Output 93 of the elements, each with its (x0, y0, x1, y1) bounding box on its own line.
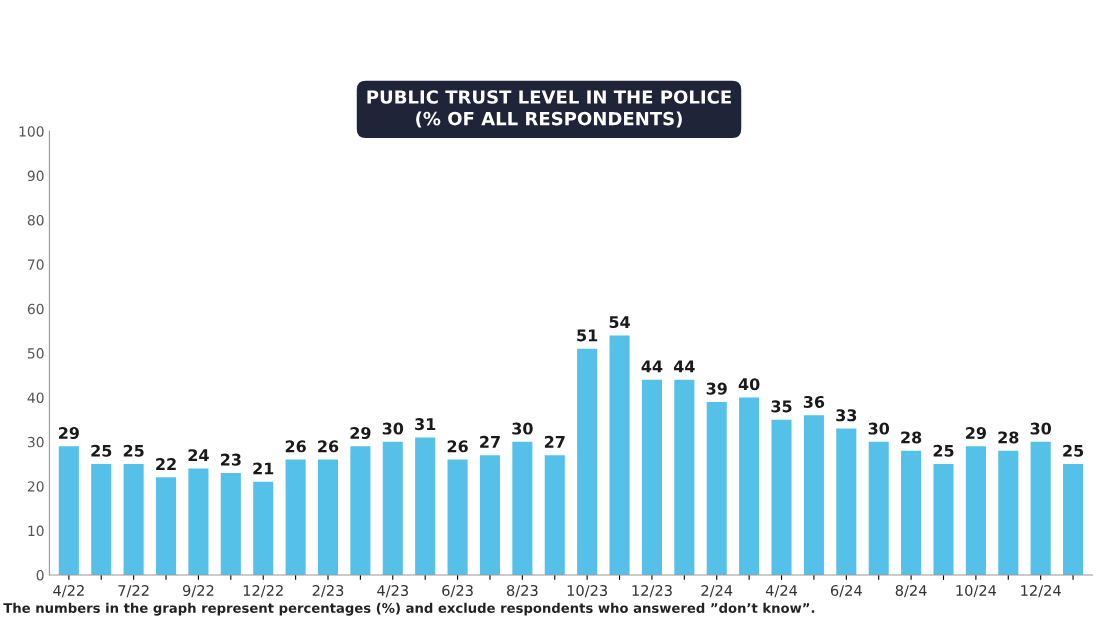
data-label: 25 (933, 444, 954, 457)
y-tick-label: 30 (27, 436, 44, 448)
text: The numbers in the graph represent percentages (%) and exclude respondents who answered ”don’t know”. (3, 602, 815, 616)
bar (544, 455, 565, 575)
x-tick-label: 4/24 (765, 584, 798, 598)
bar (803, 415, 824, 575)
data-label: 25 (123, 444, 144, 457)
data-label: 29 (350, 426, 371, 440)
data-label: 27 (544, 435, 565, 448)
bar (382, 441, 403, 575)
data-label: 25 (91, 444, 112, 457)
data-label: 29 (59, 426, 79, 440)
data-label: 23 (220, 453, 241, 466)
bar (1030, 441, 1051, 575)
x-tick-label: 12/22 (243, 584, 283, 598)
bar (415, 437, 436, 575)
x-tick-label: 12/24 (1021, 584, 1061, 598)
bar (220, 472, 241, 575)
bar (933, 464, 954, 575)
data-label: 27 (480, 435, 500, 448)
chart-title: PUBLIC TRUST LEVEL IN THE POLICE (% OF ALL RESPONDENTS) (367, 90, 731, 128)
bar (58, 446, 79, 575)
bar (674, 379, 695, 575)
x-tick-label: 9/22 (182, 584, 214, 598)
x-tick-label: 10/24 (956, 584, 997, 598)
bar (188, 468, 209, 575)
bar (512, 441, 533, 575)
bar (771, 419, 792, 575)
x-tick-label: 12/23 (632, 584, 672, 598)
bar (901, 450, 922, 575)
bar (123, 464, 144, 575)
data-label: 31 (415, 418, 436, 431)
data-label: 29 (966, 426, 986, 440)
bar (706, 401, 727, 575)
data-label: 28 (901, 431, 922, 444)
y-tick-label: 90 (27, 170, 44, 182)
x-tick-label: 10/23 (567, 584, 607, 598)
data-label: 26 (447, 440, 468, 453)
bar (447, 459, 468, 575)
y-tick-label: 50 (27, 348, 44, 359)
y-tick-label: 80 (27, 214, 44, 226)
bar (739, 397, 760, 575)
data-label: 44 (641, 360, 663, 373)
x-tick-label: 6/23 (442, 584, 473, 598)
data-label: 28 (998, 431, 1019, 444)
bar (91, 464, 112, 575)
data-label: 25 (1063, 444, 1084, 457)
data-label: 51 (577, 329, 598, 342)
bar (998, 450, 1019, 575)
y-tick-label: 40 (27, 392, 44, 403)
data-label: 39 (706, 382, 727, 395)
y-tick-label: 10 (28, 525, 44, 537)
bar (609, 335, 630, 575)
bar (577, 348, 598, 575)
bar (965, 446, 986, 575)
bar (479, 455, 501, 575)
y-tick-label: 60 (27, 303, 44, 315)
data-label: 30 (512, 422, 533, 435)
bar (155, 477, 177, 575)
x-tick-label: 4/22 (53, 584, 84, 598)
data-label: 44 (673, 360, 695, 373)
x-tick-label: 4/23 (377, 584, 408, 598)
bar (350, 446, 371, 575)
bar (253, 481, 274, 575)
data-label: 21 (253, 462, 274, 475)
bar (317, 459, 339, 575)
data-label: 40 (738, 378, 760, 391)
y-tick-label: 70 (28, 259, 44, 270)
bar (868, 441, 889, 575)
data-label: 30 (1030, 422, 1052, 435)
bar (1063, 464, 1084, 575)
data-label: 33 (836, 409, 857, 422)
x-tick-label: 8/23 (506, 584, 538, 598)
data-label: 26 (318, 440, 339, 453)
bar (641, 379, 662, 575)
data-label: 30 (868, 422, 890, 435)
data-label: 36 (803, 395, 825, 408)
y-tick-label: 0 (36, 569, 44, 581)
x-tick-label: 6/24 (830, 584, 862, 598)
x-tick-label: 2/23 (312, 584, 344, 598)
data-label: 54 (609, 316, 630, 329)
y-tick-label: 100 (19, 126, 44, 137)
data-label: 22 (156, 458, 176, 470)
data-label: 26 (285, 440, 306, 453)
x-tick-label: 8/24 (895, 584, 927, 598)
bar (285, 459, 306, 575)
data-label: 30 (382, 422, 404, 435)
x-tick-label: 2/24 (701, 584, 733, 598)
data-label: 35 (771, 400, 792, 413)
bar (836, 428, 857, 575)
y-tick-label: 20 (27, 481, 44, 492)
data-label: 24 (188, 449, 209, 462)
x-tick-label: 7/22 (118, 584, 149, 598)
